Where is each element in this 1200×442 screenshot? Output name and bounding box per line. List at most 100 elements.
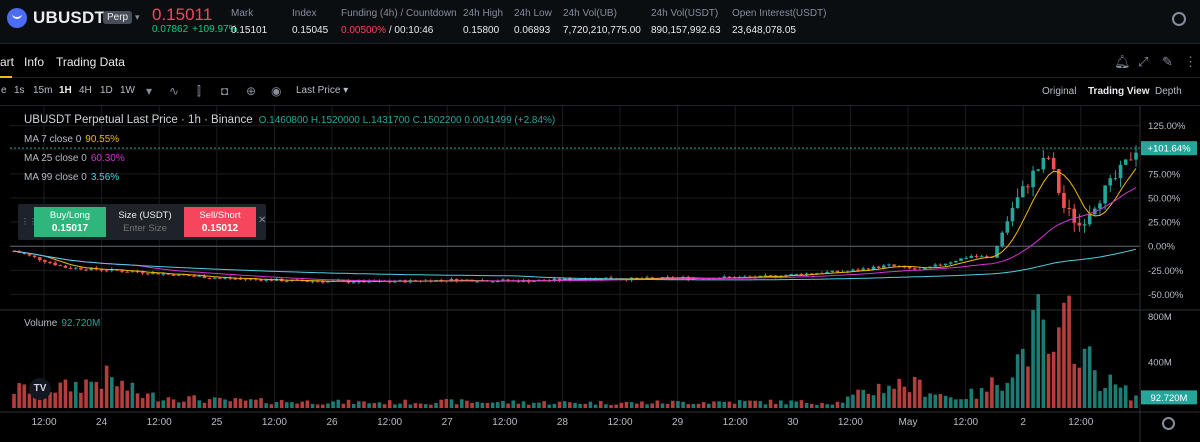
chart-type-icon[interactable]: ⫿: [197, 84, 201, 98]
candle-down: [305, 281, 310, 283]
candle-down: [146, 273, 150, 275]
volume-bar: [876, 383, 881, 408]
volume-bar: [79, 392, 83, 408]
candle-up: [1103, 185, 1107, 204]
volume-bar: [274, 402, 279, 408]
candle-up: [1113, 178, 1118, 180]
stat-value: 890,157,992.63: [651, 25, 721, 36]
volume-bar: [547, 404, 552, 408]
candle-down: [140, 272, 145, 274]
volume-bar: [835, 401, 840, 408]
volume-bar: [465, 400, 469, 408]
interval-option[interactable]: 4H: [79, 85, 92, 96]
tab-info[interactable]: Info: [24, 55, 45, 69]
interval-option[interactable]: 1W: [120, 85, 135, 96]
candle-down: [63, 265, 68, 268]
volume-bar: [959, 399, 963, 408]
candle-up: [1082, 224, 1087, 226]
sell-short-button[interactable]: Sell/Short 0.15012: [184, 207, 256, 237]
volume-bar: [27, 393, 32, 408]
more-icon[interactable]: ⋮: [1184, 54, 1197, 69]
indicators-icon[interactable]: ∿: [169, 84, 180, 98]
candle-down: [650, 277, 655, 279]
stat-24h-vol-ub: 24h Vol(UB) 7,720,210,775.00: [563, 6, 641, 38]
candle-up: [1134, 152, 1138, 160]
view-depth[interactable]: Depth: [1155, 86, 1182, 97]
volume-bar: [290, 402, 294, 408]
volume-bar: [423, 404, 428, 408]
chart-area[interactable]: 12:00 24 12:00 25 12:00 26 12:00 27 12:00 28 12:00…: [0, 106, 1200, 442]
volume-bar: [223, 399, 227, 408]
stat-value: 23,648,078.05: [732, 25, 796, 36]
volume-bar: [1067, 295, 1071, 408]
candlestick-chart[interactable]: 12:00 24 12:00 25 12:00 26 12:00 27 12:00 28 12:00…: [0, 106, 1200, 442]
volume-bar: [146, 393, 150, 408]
bell-icon[interactable]: 🔔︎: [1114, 54, 1131, 69]
volume-bar: [614, 404, 618, 408]
x-axis-label: 25: [211, 417, 223, 428]
volume-bar: [1082, 348, 1087, 408]
interval-option[interactable]: e: [1, 85, 7, 96]
candle-up: [151, 272, 155, 275]
camera-icon[interactable]: ◘: [221, 84, 229, 98]
view-original[interactable]: Original: [1042, 86, 1077, 97]
volume-bar: [1056, 327, 1061, 408]
candle-up: [722, 276, 727, 279]
volume-bar: [331, 401, 335, 408]
volume-bar: [84, 379, 88, 408]
x-axis-label: May: [899, 417, 918, 428]
volume-bar: [974, 398, 979, 408]
stat-label: Open Interest(USDT): [732, 8, 827, 19]
volume-bar: [866, 393, 871, 408]
volume-bar: [892, 388, 896, 408]
tab-chart[interactable]: art: [0, 55, 15, 69]
buy-long-button[interactable]: Buy/Long 0.15017: [34, 207, 106, 237]
interval-option[interactable]: 1s: [14, 85, 25, 96]
volume-bar: [923, 396, 927, 408]
expand-icon[interactable]: ⤢: [1138, 54, 1149, 69]
volume-bar: [434, 402, 438, 408]
candle-up: [1005, 221, 1010, 233]
volume-bar: [583, 403, 588, 408]
volume-bar: [737, 400, 742, 408]
interval-option[interactable]: 1D: [100, 85, 113, 96]
candle-down: [166, 273, 171, 275]
volume-bar: [187, 396, 191, 408]
candle-down: [974, 255, 979, 257]
volume-bar: [362, 401, 366, 408]
price-axis-label: 0.00%: [1148, 242, 1175, 253]
candle-down: [413, 280, 418, 282]
price-source-select[interactable]: Last Price ▾: [296, 85, 348, 96]
ma99-line: [13, 248, 1137, 281]
chart-settings-gear-icon[interactable]: [1162, 417, 1175, 430]
symbol-name[interactable]: UBUSDT: [33, 8, 106, 27]
settings-gear-icon[interactable]: [1172, 12, 1186, 26]
volume-bar: [305, 400, 310, 408]
volume-bar: [887, 385, 891, 408]
volume-bar: [557, 401, 562, 408]
volume-bar: [722, 401, 727, 408]
volume-bar: [351, 404, 356, 408]
volume-bar: [218, 397, 222, 408]
interval-dropdown-icon[interactable]: ▾: [146, 84, 153, 98]
interval-option-active[interactable]: 1H: [59, 85, 72, 96]
candle-up: [393, 281, 397, 283]
tab-trading-data[interactable]: Trading Data: [56, 55, 125, 69]
edit-icon[interactable]: ✎: [1162, 54, 1173, 69]
close-icon[interactable]: ✕: [258, 215, 267, 226]
add-icon[interactable]: ⊕: [246, 84, 257, 98]
volume-bar: [532, 402, 536, 408]
drag-handle-icon[interactable]: ⋮⋮: [21, 217, 37, 226]
volume-bar: [856, 389, 860, 408]
size-input[interactable]: [114, 223, 176, 234]
sell-label: Sell/Short: [199, 210, 241, 221]
interval-option[interactable]: 15m: [33, 85, 53, 96]
view-trading-view[interactable]: Trading View: [1088, 86, 1150, 97]
volume-bar: [768, 399, 773, 408]
chevron-down-icon[interactable]: ▾: [135, 12, 140, 22]
volume-bar: [228, 401, 232, 408]
target-icon[interactable]: ◉: [271, 84, 282, 98]
candle-up: [223, 277, 227, 279]
funding-countdown: / 00:10:46: [388, 25, 434, 36]
candle-up: [851, 269, 855, 272]
